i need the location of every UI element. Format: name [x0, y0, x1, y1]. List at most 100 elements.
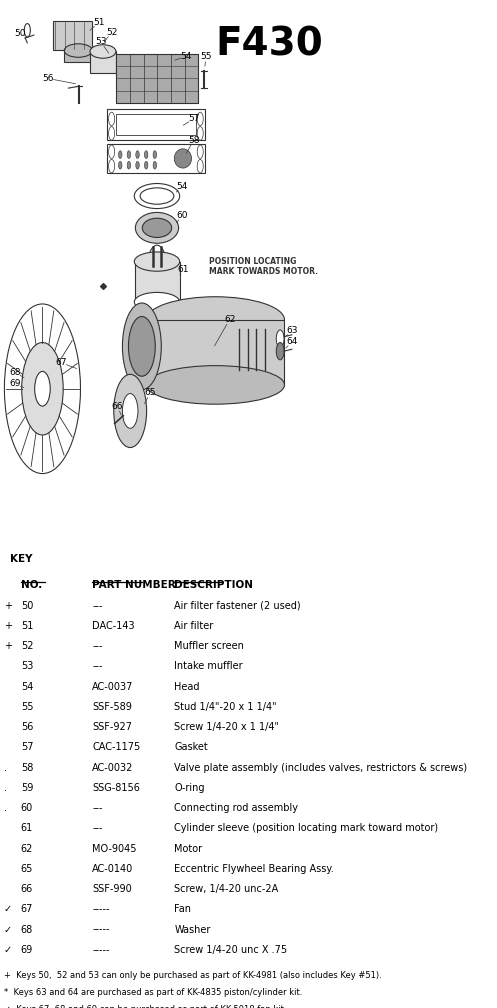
Circle shape [136, 151, 139, 158]
Text: NO.: NO. [21, 580, 42, 590]
Text: Screw 1/4-20 unc X .75: Screw 1/4-20 unc X .75 [174, 944, 287, 955]
Text: 60: 60 [21, 803, 33, 813]
Text: 69: 69 [21, 944, 33, 955]
Circle shape [4, 304, 81, 474]
Circle shape [108, 145, 115, 158]
Text: 68: 68 [21, 924, 33, 934]
Text: ✓: ✓ [3, 924, 11, 934]
Text: 58: 58 [188, 136, 199, 145]
Circle shape [197, 127, 203, 140]
Text: +  Keys 50,  52 and 53 can only be purchased as part of KK-4981 (also includes K: + Keys 50, 52 and 53 can only be purchas… [3, 971, 381, 980]
Circle shape [108, 159, 115, 173]
Text: O-ring: O-ring [174, 783, 205, 793]
Circle shape [108, 112, 115, 126]
Text: 57: 57 [188, 115, 199, 123]
Text: Stud 1/4"-20 x 1 1/4": Stud 1/4"-20 x 1 1/4" [174, 702, 277, 712]
Ellipse shape [135, 213, 178, 243]
Text: ✓  Keys 67, 68 and 69 can be purchased as part of KK-5018 fan kit.: ✓ Keys 67, 68 and 69 can be purchased as… [3, 1006, 286, 1008]
Text: 52: 52 [21, 641, 33, 651]
Text: ✓: ✓ [3, 904, 11, 914]
Ellipse shape [122, 303, 162, 390]
Text: DESCRIPTION: DESCRIPTION [174, 580, 253, 590]
Ellipse shape [142, 218, 171, 238]
Text: +: + [3, 601, 11, 611]
Circle shape [108, 127, 115, 140]
Ellipse shape [128, 317, 155, 376]
Text: Motor: Motor [174, 844, 202, 854]
Text: Air filter fastener (2 used): Air filter fastener (2 used) [174, 601, 301, 611]
Text: Washer: Washer [174, 924, 211, 934]
Text: DAC-143: DAC-143 [92, 621, 135, 631]
Text: 61: 61 [177, 265, 189, 274]
Text: 51: 51 [93, 18, 104, 27]
Text: Screw, 1/4-20 unc-2A: Screw, 1/4-20 unc-2A [174, 884, 278, 894]
Text: +: + [3, 621, 11, 631]
Text: 65: 65 [145, 388, 156, 397]
Circle shape [148, 245, 166, 287]
Ellipse shape [64, 43, 92, 57]
Text: AC-0037: AC-0037 [92, 681, 134, 691]
Text: 66: 66 [21, 884, 33, 894]
Text: 57: 57 [21, 743, 33, 752]
Text: POSITION LOCATING
MARK TOWARDS MOTOR.: POSITION LOCATING MARK TOWARDS MOTOR. [209, 257, 318, 276]
Circle shape [276, 330, 284, 348]
Text: PART NUMBER: PART NUMBER [92, 580, 176, 590]
FancyBboxPatch shape [64, 50, 92, 62]
Text: Fan: Fan [174, 904, 191, 914]
Ellipse shape [90, 44, 116, 58]
Text: +: + [3, 641, 11, 651]
Circle shape [24, 23, 30, 37]
Text: 63: 63 [286, 327, 298, 336]
Text: -----: ----- [92, 904, 110, 914]
FancyBboxPatch shape [116, 54, 198, 103]
Text: Intake muffler: Intake muffler [174, 661, 243, 671]
Text: AC-0032: AC-0032 [92, 763, 134, 773]
Text: 54: 54 [181, 51, 192, 60]
Text: ---: --- [92, 803, 103, 813]
Ellipse shape [174, 149, 191, 168]
Text: KEY: KEY [10, 554, 32, 564]
Text: 54: 54 [21, 681, 33, 691]
Text: 69: 69 [9, 379, 21, 388]
Circle shape [276, 343, 284, 360]
Text: 58: 58 [21, 763, 33, 773]
Text: -----: ----- [92, 944, 110, 955]
Text: 61: 61 [21, 824, 33, 834]
Text: SSF-990: SSF-990 [92, 884, 132, 894]
Text: Muffler screen: Muffler screen [174, 641, 244, 651]
Text: Gasket: Gasket [174, 743, 208, 752]
Text: 56: 56 [21, 722, 33, 732]
FancyBboxPatch shape [107, 109, 205, 140]
Text: 60: 60 [176, 211, 188, 220]
Circle shape [122, 393, 138, 428]
Text: 64: 64 [286, 337, 298, 346]
Ellipse shape [140, 187, 174, 205]
FancyBboxPatch shape [116, 114, 196, 135]
Text: Cylinder sleeve (position locating mark toward motor): Cylinder sleeve (position locating mark … [174, 824, 438, 834]
Text: 52: 52 [106, 28, 117, 36]
Text: Air filter: Air filter [174, 621, 214, 631]
Text: 56: 56 [42, 74, 54, 83]
Text: 62: 62 [224, 314, 235, 324]
Circle shape [197, 112, 203, 126]
Text: Head: Head [174, 681, 200, 691]
Ellipse shape [146, 366, 284, 404]
Text: Eccentric Flywheel Bearing Assy.: Eccentric Flywheel Bearing Assy. [174, 864, 334, 874]
Text: 53: 53 [95, 37, 106, 46]
FancyBboxPatch shape [135, 261, 180, 302]
Circle shape [197, 159, 203, 173]
Text: 53: 53 [21, 661, 33, 671]
Circle shape [22, 343, 63, 435]
Text: 67: 67 [21, 904, 33, 914]
Text: Connecting rod assembly: Connecting rod assembly [174, 803, 298, 813]
Ellipse shape [134, 252, 180, 271]
Text: .: . [3, 803, 6, 813]
Text: .: . [3, 763, 6, 773]
Text: CAC-1175: CAC-1175 [92, 743, 140, 752]
Text: 55: 55 [200, 51, 212, 60]
FancyBboxPatch shape [107, 144, 205, 173]
Text: Screw 1/4-20 x 1 1/4": Screw 1/4-20 x 1 1/4" [174, 722, 279, 732]
Circle shape [35, 371, 50, 406]
Text: Valve plate assembly (includes valves, restrictors & screws): Valve plate assembly (includes valves, r… [174, 763, 467, 773]
Text: ✓: ✓ [3, 944, 11, 955]
